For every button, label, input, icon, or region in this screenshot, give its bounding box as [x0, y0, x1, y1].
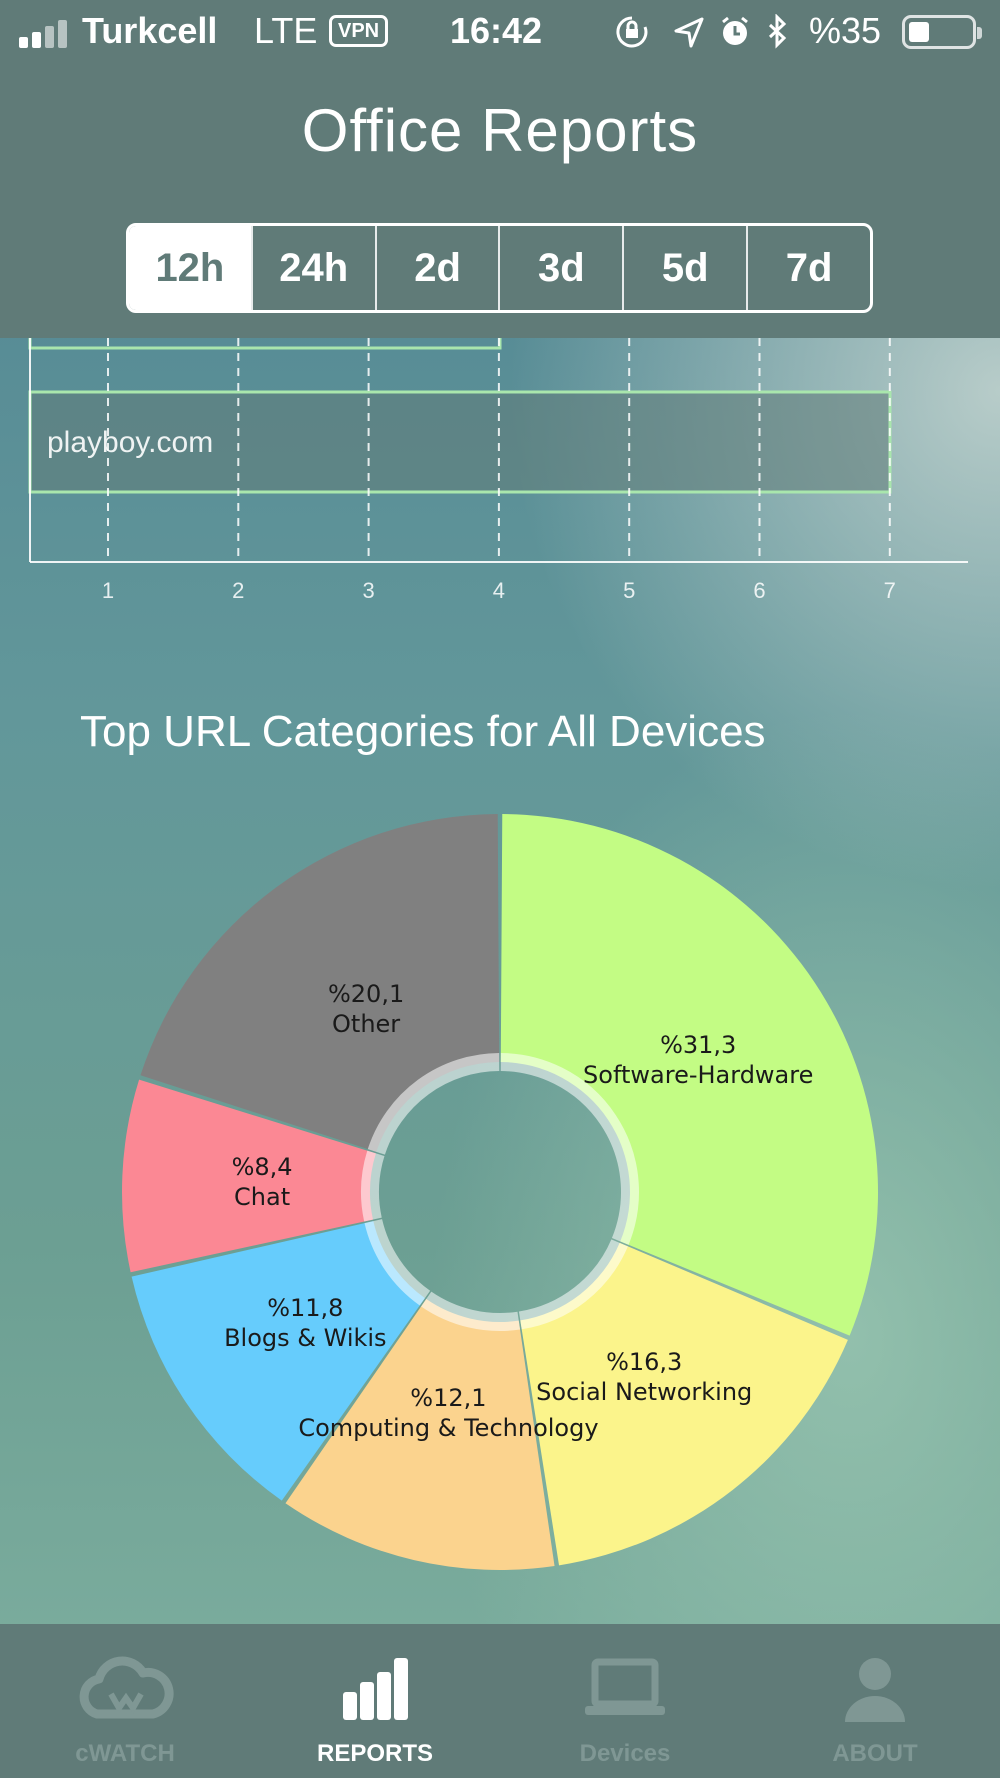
range-option-3d[interactable]: 3d: [498, 226, 622, 310]
pie-slice: [500, 814, 878, 1336]
signal-icon: [19, 20, 73, 48]
person-icon: [845, 1658, 905, 1722]
pie-slice-label: %8,4 Chat: [232, 1152, 293, 1212]
bluetooth-icon: [768, 14, 787, 49]
pie-slice: [131, 1221, 425, 1501]
status-bar: Turkcell LTE VPN 16:42 %35: [0, 0, 1000, 64]
laptop-icon: [585, 1658, 665, 1715]
tab-cwatch[interactable]: cWATCH: [0, 1624, 250, 1778]
bar-label: playboy.com: [47, 426, 214, 459]
pie-slice-name: Social Networking: [536, 1377, 753, 1406]
bar-chart-plot: [28, 338, 968, 563]
bar-chart-icon: [343, 1658, 408, 1720]
battery-percent: %35: [809, 10, 882, 51]
range-option-7d[interactable]: 7d: [746, 226, 870, 310]
vpn-badge: VPN: [329, 15, 389, 47]
network-type: LTE: [254, 10, 318, 51]
pie-slice: [122, 1079, 376, 1273]
tab-label: cWATCH: [75, 1740, 175, 1767]
pie-inner-ring: [361, 1150, 385, 1222]
tab-bar: cWATCH REPORTS Devices ABOUT: [0, 1624, 1000, 1778]
x-tick-label: 1: [101, 578, 115, 603]
tab-reports[interactable]: REPORTS: [250, 1624, 500, 1778]
pie-inner-ring: [500, 1053, 639, 1245]
tab-label: Devices: [579, 1740, 671, 1767]
gridlines: [107, 338, 891, 562]
pie-slice-percent: %8,4: [231, 1152, 293, 1181]
pie-slice-label: %20,1 Other: [328, 979, 404, 1039]
range-option-12h[interactable]: 12h: [129, 226, 251, 310]
section-title: Top URL Categories for All Devices: [80, 707, 766, 756]
pie-inner-ring: [364, 1218, 431, 1306]
pie-slice-name: Computing & Technology: [298, 1413, 599, 1442]
bar-partial: [28, 338, 502, 350]
pie-inner-ring: [421, 1291, 521, 1331]
pie-slice-name: Blogs & Wikis: [224, 1323, 387, 1352]
tab-label: ABOUT: [832, 1740, 918, 1767]
x-tick-label: 4: [492, 578, 506, 603]
tab-about[interactable]: ABOUT: [750, 1624, 1000, 1778]
top-sites-bar-chart: playboy.com 1 2 3 4 5 6 7: [0, 338, 1000, 618]
x-tick-label: 5: [623, 578, 636, 603]
alarm-icon: [722, 16, 748, 45]
pie-slice-label: %16,3 Social Networking: [536, 1347, 752, 1407]
pie-slice: [140, 814, 500, 1152]
status-time: 16:42: [450, 10, 543, 51]
pie-plot: [122, 814, 878, 1570]
bar-playboy: [28, 390, 892, 494]
range-option-5d[interactable]: 5d: [622, 226, 746, 310]
pie-inner-ring: [367, 1053, 500, 1155]
pie-slice: [520, 1242, 848, 1566]
x-tick-label: 7: [883, 578, 896, 603]
pie-slice-percent: %20,1: [327, 979, 405, 1008]
tab-devices[interactable]: Devices: [500, 1624, 750, 1778]
url-categories-pie-chart: %31,3 Software-Hardware %16,3 Social Networ…: [0, 770, 1000, 1610]
pie-inner-ring: [518, 1239, 628, 1330]
x-tick-label: 6: [753, 578, 766, 603]
tab-label: REPORTS: [316, 1740, 433, 1767]
pie-slice-percent: %16,3: [606, 1347, 683, 1376]
status-icons: [616, 14, 787, 49]
pie-hole: [388, 1080, 612, 1304]
pie-slice-name: Other: [332, 1009, 401, 1038]
pie-slice-label: %31,3 Software-Hardware: [583, 1030, 813, 1090]
pie-slice-label: %11,8 Blogs & Wikis: [224, 1293, 386, 1353]
page-title: Office Reports: [301, 97, 699, 164]
carrier-name: Turkcell: [82, 10, 218, 51]
x-tick-label: 3: [362, 578, 375, 603]
range-option-2d[interactable]: 2d: [374, 226, 499, 310]
header-bar: Turkcell LTE VPN 16:42 %35 Office Report…: [0, 0, 1000, 338]
pie-slice-percent: %12,1: [410, 1383, 487, 1412]
pie-slice: [285, 1299, 555, 1570]
cloud-icon: [79, 1656, 174, 1719]
pie-slice-percent: %11,8: [267, 1293, 344, 1322]
x-tick-label: 2: [232, 578, 245, 603]
pie-slice-name: Software-Hardware: [583, 1061, 814, 1089]
battery-icon: [902, 15, 982, 49]
pie-slice-label: %12,1 Computing & Technology: [298, 1383, 598, 1443]
location-icon: [674, 17, 704, 48]
rotation-lock-icon: [616, 16, 648, 48]
pie-slice-percent: %31,3: [660, 1031, 737, 1059]
range-option-24h[interactable]: 24h: [250, 226, 375, 310]
time-range-selector: 12h 24h 2d 3d 5d 7d: [126, 223, 873, 313]
pie-slice-name: Chat: [234, 1182, 291, 1211]
